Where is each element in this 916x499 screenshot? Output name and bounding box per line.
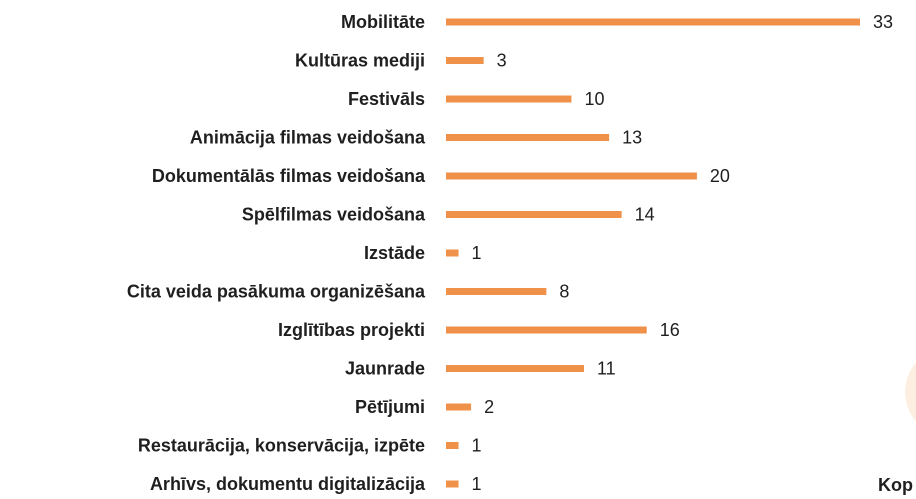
value-label: 14: [635, 204, 655, 224]
category-label: Jaunrade: [345, 358, 425, 378]
bar: [446, 211, 622, 218]
bar: [446, 18, 860, 26]
value-label: 11: [597, 358, 616, 378]
value-label: 2: [484, 397, 494, 417]
value-label: 16: [660, 320, 680, 340]
category-label: Dokumentālās filmas veidošana: [152, 166, 426, 186]
value-label: 1: [472, 474, 482, 494]
category-label: Kultūras mediji: [295, 50, 425, 70]
value-label: 20: [710, 166, 730, 186]
bar: [446, 172, 697, 180]
value-label: 1: [472, 243, 482, 263]
category-label: Pētījumi: [355, 397, 425, 417]
bar: [446, 326, 647, 334]
category-label: Arhīvs, dokumentu digitalizācija: [150, 474, 426, 494]
value-label: 13: [622, 127, 642, 147]
bar: [446, 480, 459, 488]
category-label: Cita veida pasākuma organizēšana: [127, 281, 426, 301]
bar: [446, 365, 584, 372]
category-label: Mobilitāte: [341, 12, 425, 32]
bar: [446, 442, 459, 449]
category-label: Izglītības projekti: [278, 320, 425, 340]
value-label: 10: [584, 89, 604, 109]
category-label: Animācija filmas veidošana: [190, 127, 426, 147]
bar: [446, 95, 572, 103]
bar: [446, 57, 484, 64]
badge-circle: [905, 362, 916, 422]
value-label: 3: [497, 50, 507, 70]
category-label: Restaurācija, konservācija, izpēte: [138, 435, 425, 455]
bar: [446, 288, 547, 295]
value-label: 1: [472, 435, 482, 455]
bar: [446, 134, 610, 141]
bar: [446, 249, 459, 257]
value-label: 8: [559, 281, 569, 301]
bar: [446, 403, 472, 411]
category-label: Festivāls: [348, 89, 425, 109]
category-label: Izstāde: [364, 243, 425, 263]
category-label: Spēlfilmas veidošana: [242, 204, 426, 224]
annotation: Kop: [878, 475, 913, 495]
value-label: 33: [873, 12, 893, 32]
